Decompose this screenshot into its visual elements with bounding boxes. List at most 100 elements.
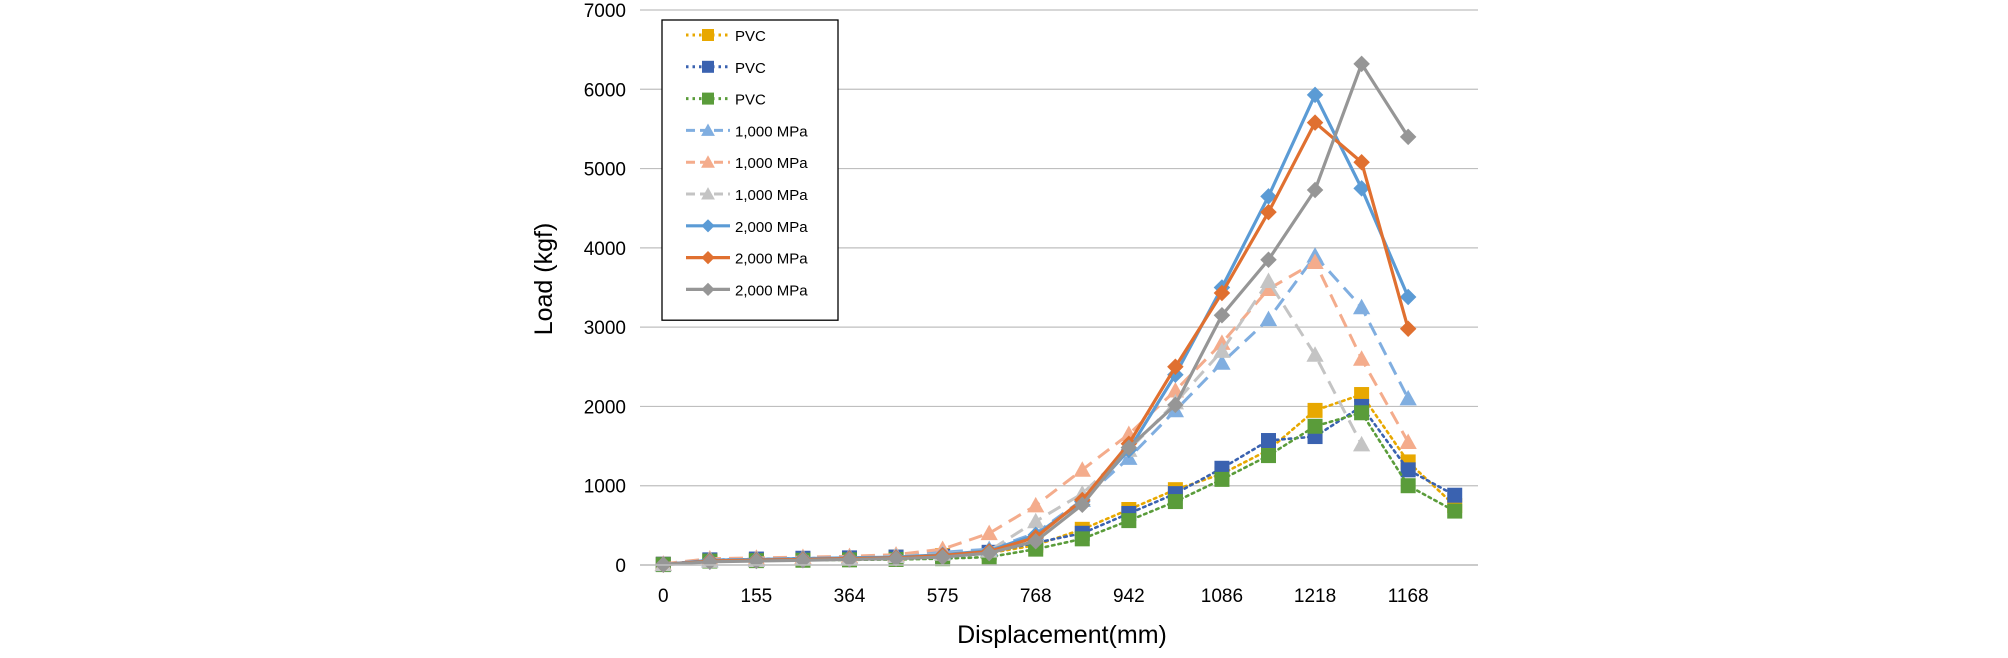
- data-point: [1354, 405, 1370, 421]
- y-tick-label: 7000: [584, 1, 626, 22]
- y-tick-label: 3000: [584, 318, 626, 339]
- data-point: [1352, 435, 1371, 452]
- legend-label: PVC: [735, 28, 766, 45]
- data-point: [1074, 496, 1091, 513]
- series-line: [663, 279, 1363, 566]
- series-3: [655, 405, 1463, 573]
- legend-item: 1,000 MPa: [686, 155, 808, 172]
- x-tick-label: 0: [658, 586, 669, 607]
- data-point: [1260, 188, 1277, 205]
- legend-item: 1,000 MPa: [686, 123, 808, 140]
- data-point: [1027, 532, 1044, 550]
- data-point: [1353, 180, 1370, 197]
- legend-label: 2,000 MPa: [735, 219, 808, 236]
- x-tick-label: 768: [1020, 586, 1052, 607]
- data-point: [1120, 439, 1138, 456]
- data-point: [1261, 448, 1276, 464]
- data-point: [1027, 496, 1045, 513]
- y-tick-label: 0: [615, 556, 626, 577]
- y-axis-title: Load (kgf): [530, 223, 558, 336]
- legend-item: PVC: [686, 60, 766, 77]
- data-point: [1259, 272, 1278, 289]
- x-tick-label: 942: [1113, 586, 1145, 607]
- data-point: [1027, 512, 1045, 529]
- data-point: [1353, 55, 1370, 73]
- data-point: [1260, 203, 1277, 221]
- legend-label: 1,000 MPa: [735, 155, 808, 172]
- data-point: [1306, 253, 1324, 270]
- legend-marker: [701, 123, 715, 136]
- series-layer: [654, 55, 1463, 573]
- x-tick-label: 575: [927, 586, 959, 607]
- data-point: [1074, 531, 1090, 547]
- x-axis-title: Displacement(mm): [957, 621, 1167, 649]
- legend-item: 2,000 MPa: [686, 219, 808, 236]
- data-point: [980, 524, 998, 541]
- data-point: [1400, 462, 1416, 478]
- legend-marker: [701, 155, 715, 168]
- data-point: [1399, 320, 1417, 337]
- data-point: [1306, 346, 1324, 362]
- series-line: [661, 411, 1457, 566]
- legend-marker: [701, 219, 715, 233]
- x-tick-label: 1218: [1294, 586, 1336, 607]
- legend-marker: [701, 282, 715, 296]
- data-point: [1399, 389, 1417, 406]
- data-point: [1306, 114, 1324, 131]
- legend: PVC PVC PVC 1,000 MPa 1,000 MPa 1,000 MPa 2,00…: [661, 19, 839, 321]
- data-point: [841, 551, 858, 568]
- legend-item: 2,000 MPa: [686, 251, 808, 268]
- data-point: [1399, 128, 1417, 146]
- data-point: [1352, 350, 1371, 366]
- legend-label: 1,000 MPa: [735, 187, 808, 204]
- data-point: [1399, 288, 1417, 306]
- data-point: [934, 548, 951, 566]
- legend-item: PVC: [686, 28, 766, 45]
- data-point: [1307, 402, 1323, 418]
- axes: 0 1000 2000 3000 4000 5000 6000 7000 0 155 364 575 7…: [584, 1, 1478, 607]
- data-point: [1447, 503, 1463, 519]
- x-tick-label: 1086: [1201, 586, 1243, 607]
- data-point: [1307, 418, 1323, 434]
- data-point: [1213, 307, 1231, 324]
- legend-label: PVC: [735, 60, 766, 77]
- data-point: [1260, 251, 1277, 268]
- data-point: [1167, 358, 1184, 376]
- legend-marker: [701, 187, 715, 200]
- data-point: [1214, 471, 1230, 487]
- y-tick-label: 6000: [584, 80, 626, 101]
- data-point: [1167, 494, 1183, 510]
- data-point: [887, 550, 905, 567]
- data-point: [1121, 513, 1137, 529]
- data-point: [1261, 433, 1276, 449]
- data-point: [1306, 181, 1324, 199]
- legend-marker: [702, 92, 714, 105]
- x-tick-label: 364: [834, 586, 866, 607]
- legend-marker: [702, 29, 714, 41]
- data-point: [1306, 86, 1324, 104]
- legend-box: [661, 19, 839, 321]
- legend-label: PVC: [735, 92, 766, 109]
- x-tick-label: 155: [741, 586, 773, 607]
- data-point: [1213, 354, 1231, 370]
- data-point: [1213, 284, 1231, 302]
- data-point: [1259, 310, 1278, 327]
- data-point: [1352, 298, 1371, 315]
- y-tick-label: 4000: [584, 239, 626, 260]
- data-point: [1213, 342, 1231, 358]
- legend-item: 2,000 MPa: [686, 282, 808, 299]
- data-point: [1354, 387, 1370, 403]
- data-point: [1400, 478, 1416, 494]
- legend-item: 1,000 MPa: [686, 187, 808, 204]
- data-point: [1447, 487, 1463, 503]
- y-tick-label: 2000: [584, 397, 626, 418]
- y-tick-label: 1000: [584, 477, 626, 498]
- data-point: [1353, 153, 1370, 171]
- y-tick-label: 5000: [584, 160, 626, 181]
- data-point: [1399, 433, 1417, 450]
- data-point: [1167, 396, 1184, 414]
- data-point: [1073, 461, 1091, 477]
- data-point: [980, 544, 998, 562]
